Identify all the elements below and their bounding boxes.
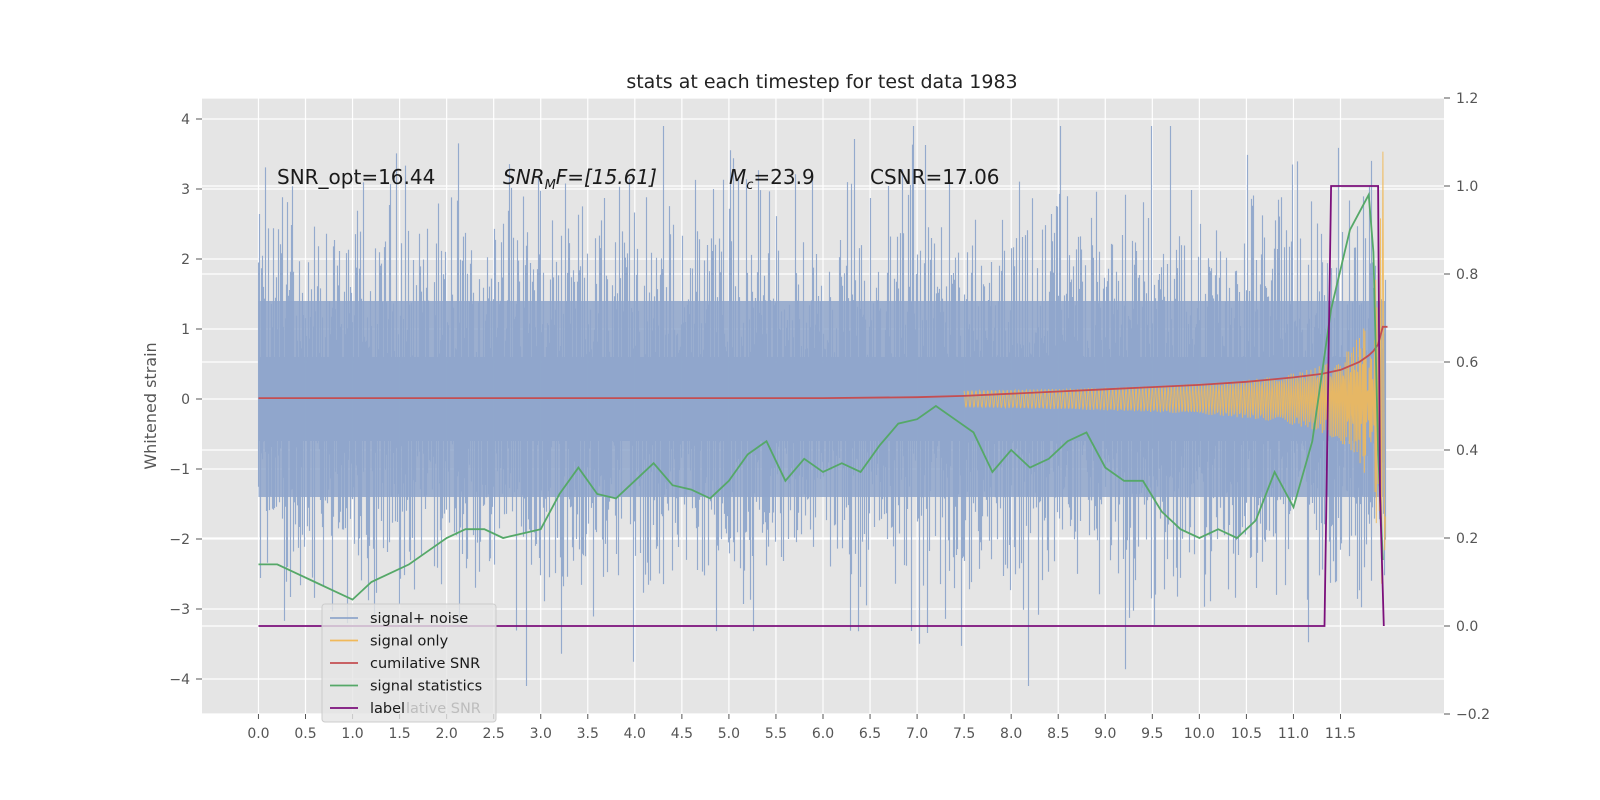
x-tick-label: 7.5 (953, 726, 975, 742)
signal-statistics-line (258, 191, 1384, 601)
x-tick-label: 9.5 (1141, 726, 1163, 742)
x-tick-label: 3.5 (577, 726, 599, 742)
x-tick-label: 0.0 (247, 726, 269, 742)
y-tick-label: −3 (169, 602, 190, 618)
annotation-snr-opt: SNR_opt=16.44 (277, 165, 435, 189)
x-tick-label: 2.5 (483, 726, 505, 742)
x-tick-label: 2.0 (436, 726, 458, 742)
x-tick-label: 4.0 (624, 726, 646, 742)
y2-tick-label: 1.2 (1456, 91, 1478, 107)
y-tick-label: 4 (181, 112, 190, 128)
x-tick-label: 1.5 (388, 726, 410, 742)
x-tick-label: 8.0 (1000, 726, 1022, 742)
annotation-snr-mf: SNRMF=[15.61] (503, 165, 657, 193)
line-series-layer (258, 185, 1388, 627)
x-tick-label: 9.0 (1094, 726, 1116, 742)
y-tick-label: −2 (169, 532, 190, 548)
x-tick-label: 11.5 (1325, 726, 1356, 742)
x-tick-label: 4.5 (671, 726, 693, 742)
y-tick-label: −1 (169, 462, 190, 478)
annotation-mc: Mc=23.9 (729, 165, 815, 193)
y2-tick-label: 0.0 (1456, 619, 1478, 635)
legend-entry: cumilative SNR (370, 656, 480, 672)
y-axis-label: Whitened strain (141, 342, 160, 469)
y-tick-label: −4 (169, 672, 190, 688)
y2-tick-label: 0.8 (1456, 267, 1478, 283)
label-line (258, 185, 1385, 627)
y-tick-label: 1 (181, 322, 190, 338)
y2-tick-label: 0.2 (1456, 531, 1478, 547)
x-tick-label: 6.5 (859, 726, 881, 742)
x-tick-label: 0.5 (294, 726, 316, 742)
x-tick-label: 10.5 (1231, 726, 1262, 742)
legend-entry: signal+ noise (370, 611, 468, 627)
legend-entry: signal statistics (370, 679, 482, 695)
x-tick-label: 10.0 (1184, 726, 1215, 742)
x-tick-label: 6.0 (812, 726, 834, 742)
axes-layer: 0.0 0.5 1.0 1.5 2.0 2.5 3.0 3.5 4.0 4.5 5.0 5.5 6.0 6… (169, 91, 1490, 742)
y2-tick-label: −0.2 (1456, 707, 1490, 723)
chart-title: stats at each timestep for test data 198… (626, 71, 1017, 93)
y-tick-label: 2 (181, 252, 190, 268)
x-tick-label: 11.0 (1278, 726, 1309, 742)
annotation-csnr: CSNR=17.06 (870, 165, 1000, 189)
legend-entry: signal only (370, 634, 449, 650)
y2-tick-label: 1.0 (1456, 179, 1478, 195)
y-tick-label: 3 (181, 182, 190, 198)
legend-ghost-text: lative SNR (406, 701, 481, 717)
legend-entry: label (370, 701, 405, 717)
cumilative-snr-line (258, 325, 1388, 399)
legend-box (321, 603, 497, 723)
x-tick-label: 5.5 (765, 726, 787, 742)
y2-tick-label: 0.4 (1456, 443, 1478, 459)
x-tick-label: 1.0 (341, 726, 363, 742)
x-tick-label: 7.0 (906, 726, 928, 742)
legend: lative SNR signal+ noise signal only cumil… (321, 603, 497, 723)
y-tick-label: 0 (181, 392, 190, 408)
y2-tick-label: 0.6 (1456, 355, 1478, 371)
x-tick-label: 8.5 (1047, 726, 1069, 742)
x-tick-label: 5.0 (718, 726, 740, 742)
x-tick-label: 3.0 (530, 726, 552, 742)
